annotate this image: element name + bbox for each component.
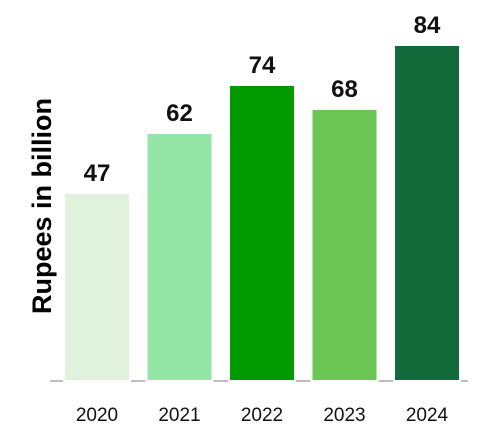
x-tick-label-2021: 2021 — [158, 405, 200, 426]
bar-2023 — [310, 108, 379, 382]
data-label-2023: 68 — [331, 76, 358, 103]
data-label-2020: 47 — [84, 160, 111, 187]
x-tick-label-2020: 2020 — [76, 405, 118, 426]
bar-2022 — [228, 84, 296, 382]
bar-2024 — [393, 44, 461, 382]
data-label-2021: 62 — [166, 100, 193, 127]
data-label-2022: 74 — [249, 52, 276, 79]
y-axis-title: Rupees in billion — [27, 98, 57, 314]
x-tick-label-2023: 2023 — [323, 405, 365, 426]
x-tick-label-2022: 2022 — [241, 405, 283, 426]
bar-group: 47 2020 62 2021 74 2022 68 2023 84 2024 — [63, 12, 461, 426]
data-label-2024: 84 — [414, 12, 441, 39]
bar-2020 — [63, 192, 131, 382]
x-tick-label-2024: 2024 — [406, 405, 449, 426]
bar-2021 — [145, 132, 214, 382]
